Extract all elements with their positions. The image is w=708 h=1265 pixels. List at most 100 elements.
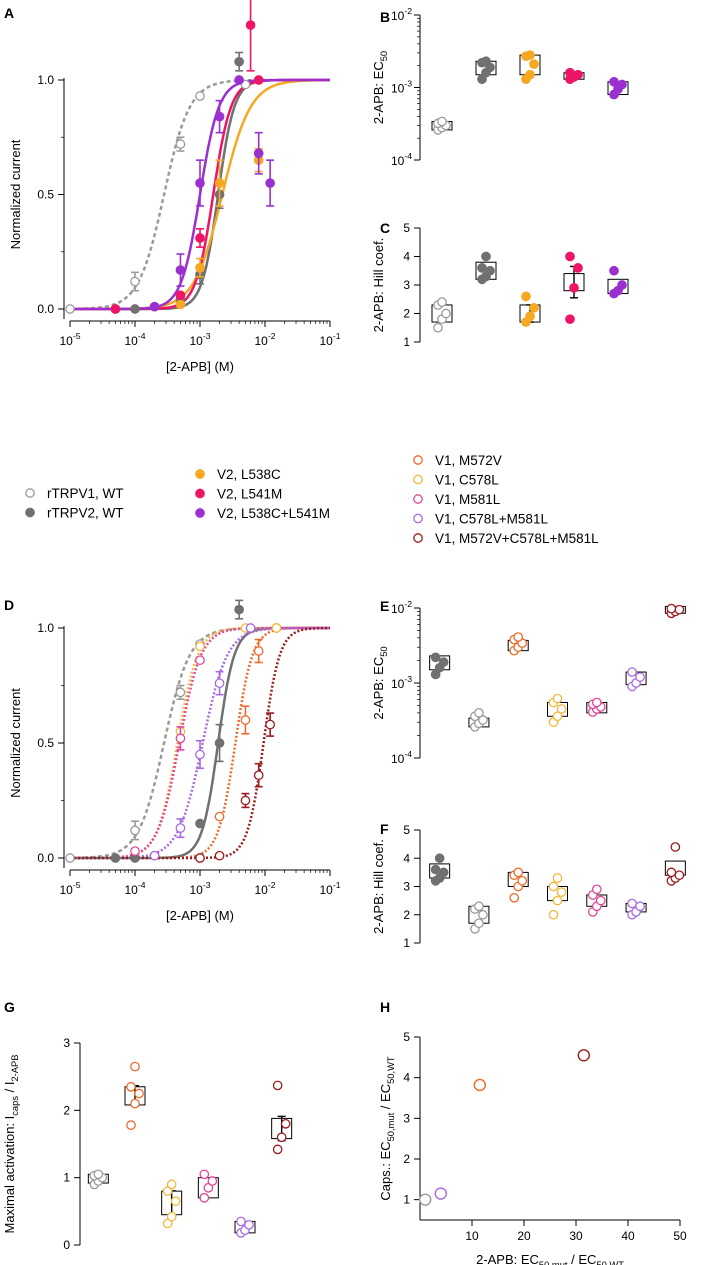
legend-label: V1, C578L+M581L <box>435 512 548 527</box>
data-point <box>110 853 121 863</box>
data-point <box>525 311 535 322</box>
data-point <box>195 262 205 273</box>
data-point <box>253 770 264 781</box>
data-point <box>195 641 205 652</box>
x-tick-label: 10-3 <box>189 880 210 897</box>
data-point <box>434 1187 447 1200</box>
data-point <box>548 909 559 920</box>
data-point <box>195 91 205 101</box>
data-point <box>430 652 441 663</box>
y-tick-label: 2 <box>403 307 410 321</box>
x-tick-label: 10-5 <box>59 331 80 348</box>
data-point <box>272 1080 283 1091</box>
y-tick-label: 2 <box>403 1152 410 1166</box>
data-point <box>627 898 637 909</box>
x-tick-label: 10-1 <box>319 331 340 348</box>
data-point <box>433 322 443 333</box>
panel-label: H <box>380 999 390 1015</box>
panel-label: A <box>4 5 14 21</box>
data-point <box>214 850 225 861</box>
y-tick-label: 2 <box>63 1103 70 1117</box>
data-point <box>234 56 244 67</box>
y-tick-label: 2 <box>403 908 410 922</box>
data-point <box>478 715 488 725</box>
data-point <box>595 895 606 906</box>
data-point <box>280 1118 291 1129</box>
panel-D: D 10-5 10-4 10-3 10-2 10-1 0.0 0.5 1.0 [2-APB] (M… <box>4 597 341 923</box>
data-point <box>565 314 575 325</box>
data-point <box>517 875 528 886</box>
y-tick-label: 3 <box>403 1111 410 1125</box>
legend-marker <box>195 508 205 518</box>
data-point <box>529 59 539 69</box>
y-tick-label: 4 <box>403 1071 410 1085</box>
data-point <box>130 304 140 314</box>
legend: rTRPV1, WT rTRPV2, WT V2, L538C V2, L541M V2… <box>25 453 599 546</box>
legend-marker <box>25 488 35 498</box>
legend-label: rTRPV2, WT <box>47 506 124 521</box>
data-point <box>195 178 205 188</box>
panel-label: E <box>380 598 389 614</box>
data-point <box>65 853 75 863</box>
data-point <box>481 251 491 262</box>
y-tick-label: 0.5 <box>37 188 54 202</box>
legend-label: V1, M572V+C578L+M581L <box>435 531 599 546</box>
y-tick-label: 0.0 <box>37 851 54 865</box>
x-tick-label: 30 <box>569 1229 583 1243</box>
y-tick-label: 10-3 <box>391 674 412 691</box>
y-tick-label: 1 <box>403 1193 410 1207</box>
data-point <box>207 1176 218 1186</box>
data-point <box>166 1179 177 1190</box>
data-point <box>548 881 559 892</box>
data-point <box>245 623 256 633</box>
data-point <box>666 867 677 878</box>
data-point <box>195 853 205 863</box>
legend-label: V2, L538C <box>217 467 281 482</box>
y-tick-label: 1 <box>403 936 410 950</box>
panel-B: B 10-4 10-3 10-2 2-APB: EC50 <box>371 6 629 168</box>
data-point <box>214 811 225 822</box>
data-point <box>521 291 531 302</box>
data-point <box>573 69 583 80</box>
data-point <box>265 178 275 188</box>
data-point <box>130 825 140 836</box>
data-point <box>434 853 445 864</box>
data-point <box>573 263 583 273</box>
data-point <box>175 290 186 301</box>
x-tick-label: 10-2 <box>254 331 275 348</box>
data-point <box>175 823 186 833</box>
data-point <box>513 867 524 878</box>
data-point <box>525 50 535 60</box>
panel-label: C <box>380 220 390 236</box>
data-point <box>430 864 441 875</box>
data-point <box>478 909 488 920</box>
x-tick-label: 40 <box>621 1229 635 1243</box>
legend-marker <box>413 513 423 524</box>
data-point <box>276 1132 287 1143</box>
legend-label: V1, M572V <box>435 453 502 468</box>
data-point <box>240 79 251 90</box>
data-point <box>130 276 140 287</box>
data-point <box>569 282 579 293</box>
data-point <box>175 687 186 698</box>
data-point <box>175 299 186 310</box>
y-tick-label: 5 <box>403 1030 410 1044</box>
data-point <box>529 302 539 313</box>
data-point <box>473 1078 486 1092</box>
data-point <box>552 693 563 704</box>
data-point <box>438 657 449 667</box>
legend-label: V1, C578L <box>435 473 499 488</box>
data-point <box>195 749 205 760</box>
data-point <box>419 1193 432 1206</box>
y-tick-label: 10-4 <box>391 151 412 168</box>
data-point <box>509 892 520 903</box>
legend-label: V2, L538C+L541M <box>217 506 330 521</box>
y-tick-label: 3 <box>403 880 410 894</box>
data-point <box>214 178 225 188</box>
x-tick-label: 10-3 <box>189 331 210 348</box>
data-point <box>474 918 484 929</box>
legend-marker <box>413 455 423 465</box>
x-tick-label: 10-2 <box>254 880 275 897</box>
data-point <box>474 707 484 718</box>
data-point <box>195 655 205 666</box>
